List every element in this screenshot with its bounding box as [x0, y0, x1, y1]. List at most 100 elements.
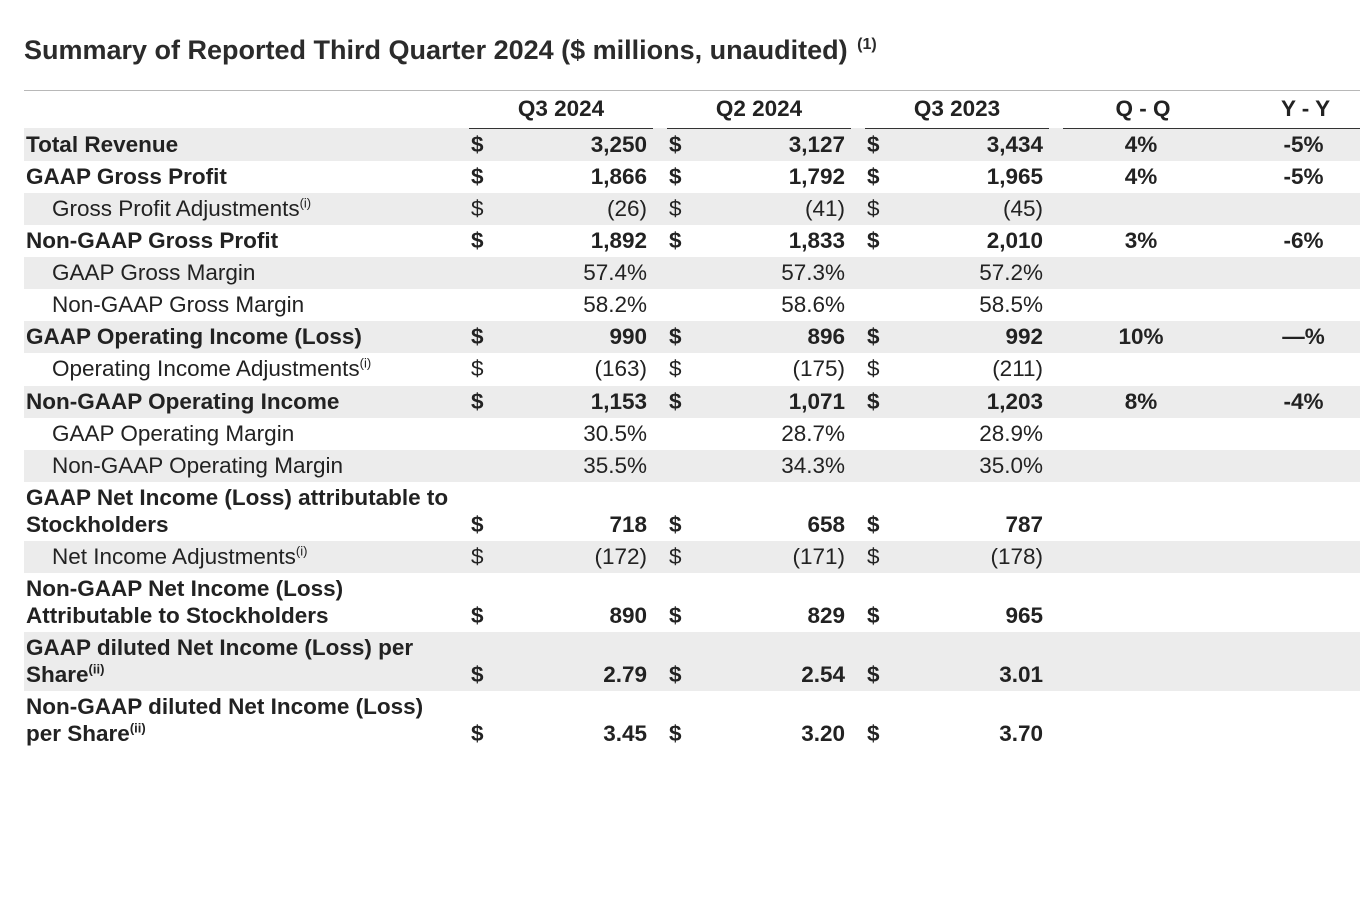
currency-sign: $	[469, 353, 505, 385]
gap-cell	[851, 193, 865, 225]
header-qq: Q - Q	[1063, 91, 1223, 128]
table-row: Non-GAAP Operating Margin35.5%34.3%35.0%	[24, 450, 1360, 482]
qq-cell	[1063, 482, 1223, 541]
currency-sign	[667, 450, 703, 482]
gap-cell	[1049, 632, 1063, 691]
gap-cell	[851, 691, 865, 750]
qq-cell	[1063, 289, 1223, 321]
value-cell: 35.5%	[505, 450, 653, 482]
gap-cell	[653, 353, 667, 385]
gap-cell	[653, 573, 667, 632]
gap-cell	[653, 321, 667, 353]
gap-cell	[653, 257, 667, 289]
gap-cell	[1049, 418, 1063, 450]
value-cell: (163)	[505, 353, 653, 385]
currency-sign: $	[469, 541, 505, 573]
value-cell: 28.7%	[703, 418, 851, 450]
qq-cell	[1063, 691, 1223, 750]
value-cell: 787	[901, 482, 1049, 541]
row-label: Non-GAAP Operating Margin	[24, 450, 469, 482]
gap-cell	[851, 321, 865, 353]
yy-cell	[1223, 257, 1360, 289]
gap-cell	[851, 257, 865, 289]
currency-sign: $	[667, 321, 703, 353]
value-cell: 3.01	[901, 632, 1049, 691]
value-cell: 57.2%	[901, 257, 1049, 289]
gap-cell	[851, 289, 865, 321]
gap-cell	[653, 128, 667, 161]
value-cell: 57.3%	[703, 257, 851, 289]
gap-cell	[851, 573, 865, 632]
gap-cell	[851, 161, 865, 193]
yy-cell: -6%	[1223, 225, 1360, 257]
currency-sign	[667, 289, 703, 321]
title-text: Summary of Reported Third Quarter 2024 (…	[24, 35, 848, 65]
gap-cell	[851, 353, 865, 385]
row-label: GAAP Operating Margin	[24, 418, 469, 450]
header-gap	[851, 91, 865, 128]
financial-table: Q3 2024 Q2 2024 Q3 2023 Q - Q Y - Y Tota…	[24, 90, 1360, 749]
table-row: GAAP Gross Margin 57.4% 57.3% 57.2%	[24, 257, 1360, 289]
currency-sign: $	[865, 541, 901, 573]
value-cell: 3.45	[505, 691, 653, 750]
value-cell: 57.4%	[505, 257, 653, 289]
row-label: GAAP diluted Net Income (Loss) per Share…	[24, 632, 469, 691]
currency-sign: $	[667, 573, 703, 632]
yy-cell	[1223, 573, 1360, 632]
qq-cell	[1063, 353, 1223, 385]
value-cell: 30.5%	[505, 418, 653, 450]
currency-sign: $	[667, 632, 703, 691]
gap-cell	[851, 418, 865, 450]
currency-sign: $	[865, 482, 901, 541]
gap-cell	[851, 632, 865, 691]
yy-cell	[1223, 482, 1360, 541]
gap-cell	[653, 418, 667, 450]
row-label: Non-GAAP diluted Net Income (Loss) per S…	[24, 691, 469, 750]
currency-sign	[469, 257, 505, 289]
currency-sign	[667, 257, 703, 289]
header-blank	[24, 91, 469, 128]
gap-cell	[851, 128, 865, 161]
currency-sign	[469, 450, 505, 482]
footnote-marker: (i)	[296, 543, 308, 558]
yy-cell	[1223, 353, 1360, 385]
gap-cell	[1049, 225, 1063, 257]
gap-cell	[1049, 161, 1063, 193]
table-body: Total Revenue$3,250$3,127$3,4344%-5%GAAP…	[24, 128, 1360, 750]
qq-cell	[1063, 450, 1223, 482]
table-row: Operating Income Adjustments(i)$(163)$(1…	[24, 353, 1360, 385]
value-cell: 3.70	[901, 691, 1049, 750]
yy-cell: -5%	[1223, 161, 1360, 193]
row-label: Non-GAAP Operating Income	[24, 386, 469, 418]
row-label: Non-GAAP Net Income (Loss) Attributable …	[24, 573, 469, 632]
footnote-marker: (i)	[300, 195, 312, 210]
currency-sign: $	[469, 128, 505, 161]
gap-cell	[653, 450, 667, 482]
table-row: GAAP diluted Net Income (Loss) per Share…	[24, 632, 1360, 691]
table-row: Non-GAAP Gross Margin58.2%58.6%58.5%	[24, 289, 1360, 321]
row-label: GAAP Gross Margin	[24, 257, 469, 289]
gap-cell	[653, 632, 667, 691]
value-cell: 58.5%	[901, 289, 1049, 321]
value-cell: 1,792	[703, 161, 851, 193]
yy-cell	[1223, 691, 1360, 750]
currency-sign: $	[865, 225, 901, 257]
currency-sign	[469, 418, 505, 450]
value-cell: 1,866	[505, 161, 653, 193]
value-cell: 990	[505, 321, 653, 353]
gap-cell	[851, 386, 865, 418]
currency-sign: $	[865, 161, 901, 193]
currency-sign	[865, 289, 901, 321]
gap-cell	[1049, 386, 1063, 418]
value-cell: 1,892	[505, 225, 653, 257]
currency-sign: $	[667, 193, 703, 225]
header-q3-2024: Q3 2024	[469, 91, 653, 128]
value-cell: 3,434	[901, 128, 1049, 161]
gap-cell	[653, 482, 667, 541]
qq-cell: 3%	[1063, 225, 1223, 257]
currency-sign: $	[469, 573, 505, 632]
gap-cell	[653, 691, 667, 750]
gap-cell	[1049, 450, 1063, 482]
value-cell: 1,071	[703, 386, 851, 418]
qq-cell	[1063, 193, 1223, 225]
